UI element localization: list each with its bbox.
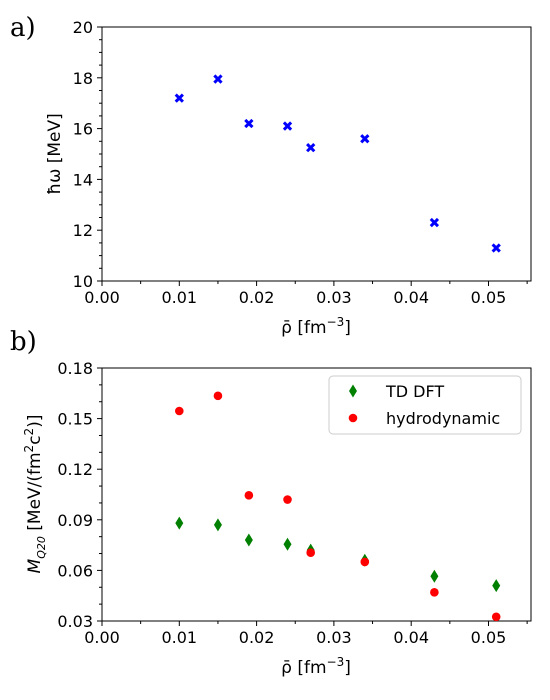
panel-b-x-tick-label: 0.05	[471, 628, 507, 647]
legend-marker-hydrodynamic	[348, 413, 358, 423]
panel-a-y-tick-label: 10	[73, 272, 93, 291]
panel-a-x-tick-label: 0.04	[393, 288, 429, 307]
panel-a-data-points	[174, 74, 501, 253]
panel-a-x-axis-label: ρ̄ [fm−3]	[281, 315, 351, 338]
panel-b-y-tick-label: 0.12	[57, 460, 93, 479]
panel-b-data-point	[430, 569, 439, 583]
panel-b-data-point	[213, 391, 223, 401]
panel-b-data-point	[213, 518, 222, 532]
panel-a-data-point	[429, 217, 440, 228]
panel-b-y-axis-label: MQ20 [MeV/(fm2c2)]	[22, 415, 48, 574]
panel-a-y-axis-label: ħω [MeV]	[45, 113, 65, 194]
panel-b-label: b)	[10, 327, 37, 357]
panel-b-y-tick-label: 0.03	[57, 612, 93, 631]
panel-b-y-ticks: 0.03 0.06 0.09 0.12 0.15 0.18	[57, 359, 102, 631]
panel-b-data-point	[492, 579, 501, 593]
panel-b-data-point	[283, 537, 292, 551]
panel-a-y-tick-label: 16	[73, 120, 93, 139]
panel-b-data-point	[306, 548, 316, 557]
panel-b-data-point	[360, 557, 370, 567]
panel-b-x-tick-label: 0.02	[239, 628, 275, 647]
panel-b-x-tick-label: 0.00	[84, 628, 120, 647]
panel-b-data-point	[244, 533, 253, 547]
panel-a-x-tick-label: 0.03	[316, 288, 352, 307]
panel-b-y-tick-label: 0.06	[57, 561, 93, 580]
legend-box	[328, 375, 522, 435]
panel-b-data-point	[244, 491, 254, 500]
panel-a-plot-frame	[101, 26, 532, 282]
panel-b-plot-frame	[101, 367, 532, 622]
panel-b-y-tick-label: 0.18	[57, 359, 93, 378]
panel-a-data-point	[491, 243, 501, 253]
panel-a-y-ticks: 10 12 14 16 18 20	[73, 18, 102, 291]
panel-b-data-point	[175, 516, 184, 530]
legend-marker-shape	[349, 384, 357, 398]
panel-a-y-tick-label: 18	[73, 69, 93, 88]
legend-label-td-dft: TD DFT	[385, 382, 444, 401]
panel-a-x-tick-label: 0.01	[161, 288, 197, 307]
panel-b-x-tick-label: 0.01	[161, 628, 197, 647]
panel-a-y-tick-label: 20	[73, 18, 93, 37]
legend: TD DFT hydrodynamic	[328, 375, 522, 435]
panel-b-x-axis-label: ρ̄ [fm−3]	[281, 655, 351, 678]
panel-a-x-tick-label: 0.02	[239, 288, 275, 307]
panel-a-label: a)	[10, 13, 36, 43]
panel-a-y-tick-label: 14	[73, 170, 93, 189]
panel-b-data-points	[174, 391, 501, 622]
panel-b-data-point	[174, 406, 184, 416]
panel-b-y-tick-label: 0.15	[57, 410, 93, 429]
panel-b-data-point	[491, 612, 501, 622]
legend-marker-td-dft	[349, 384, 357, 398]
panel-b-data-point	[430, 588, 439, 597]
panel-a-data-point	[174, 93, 184, 103]
panel-a-data-point	[213, 74, 223, 84]
panel-b-data-point	[283, 495, 292, 504]
panel-a-x-ticks: 0.00 0.01 0.02 0.03 0.04 0.05	[84, 281, 528, 307]
panel-a: a) 0.00 0.01 0.02 0.03 0.04 0.05 10 12 14 16 18 20…	[10, 13, 532, 338]
panel-b: b) 0.00 0.01 0.02 0.03 0.04 0.05 0.03 0.06 0.09…	[10, 327, 532, 678]
panel-a-data-point	[244, 118, 254, 129]
panel-a-data-point	[360, 134, 370, 144]
panel-a-x-tick-label: 0.05	[471, 288, 507, 307]
panel-a-data-point	[306, 142, 316, 153]
panel-a-x-tick-label: 0.00	[84, 288, 120, 307]
panel-b-y-tick-label: 0.09	[57, 511, 93, 530]
panel-a-data-point	[282, 121, 293, 131]
panel-b-x-tick-label: 0.04	[393, 628, 429, 647]
panel-b-x-ticks: 0.00 0.01 0.02 0.03 0.04 0.05	[84, 621, 528, 647]
panel-a-y-tick-label: 12	[73, 221, 93, 240]
legend-label-hydrodynamic: hydrodynamic	[386, 409, 500, 428]
legend-marker-shape	[348, 413, 358, 423]
panel-b-x-tick-label: 0.03	[316, 628, 352, 647]
